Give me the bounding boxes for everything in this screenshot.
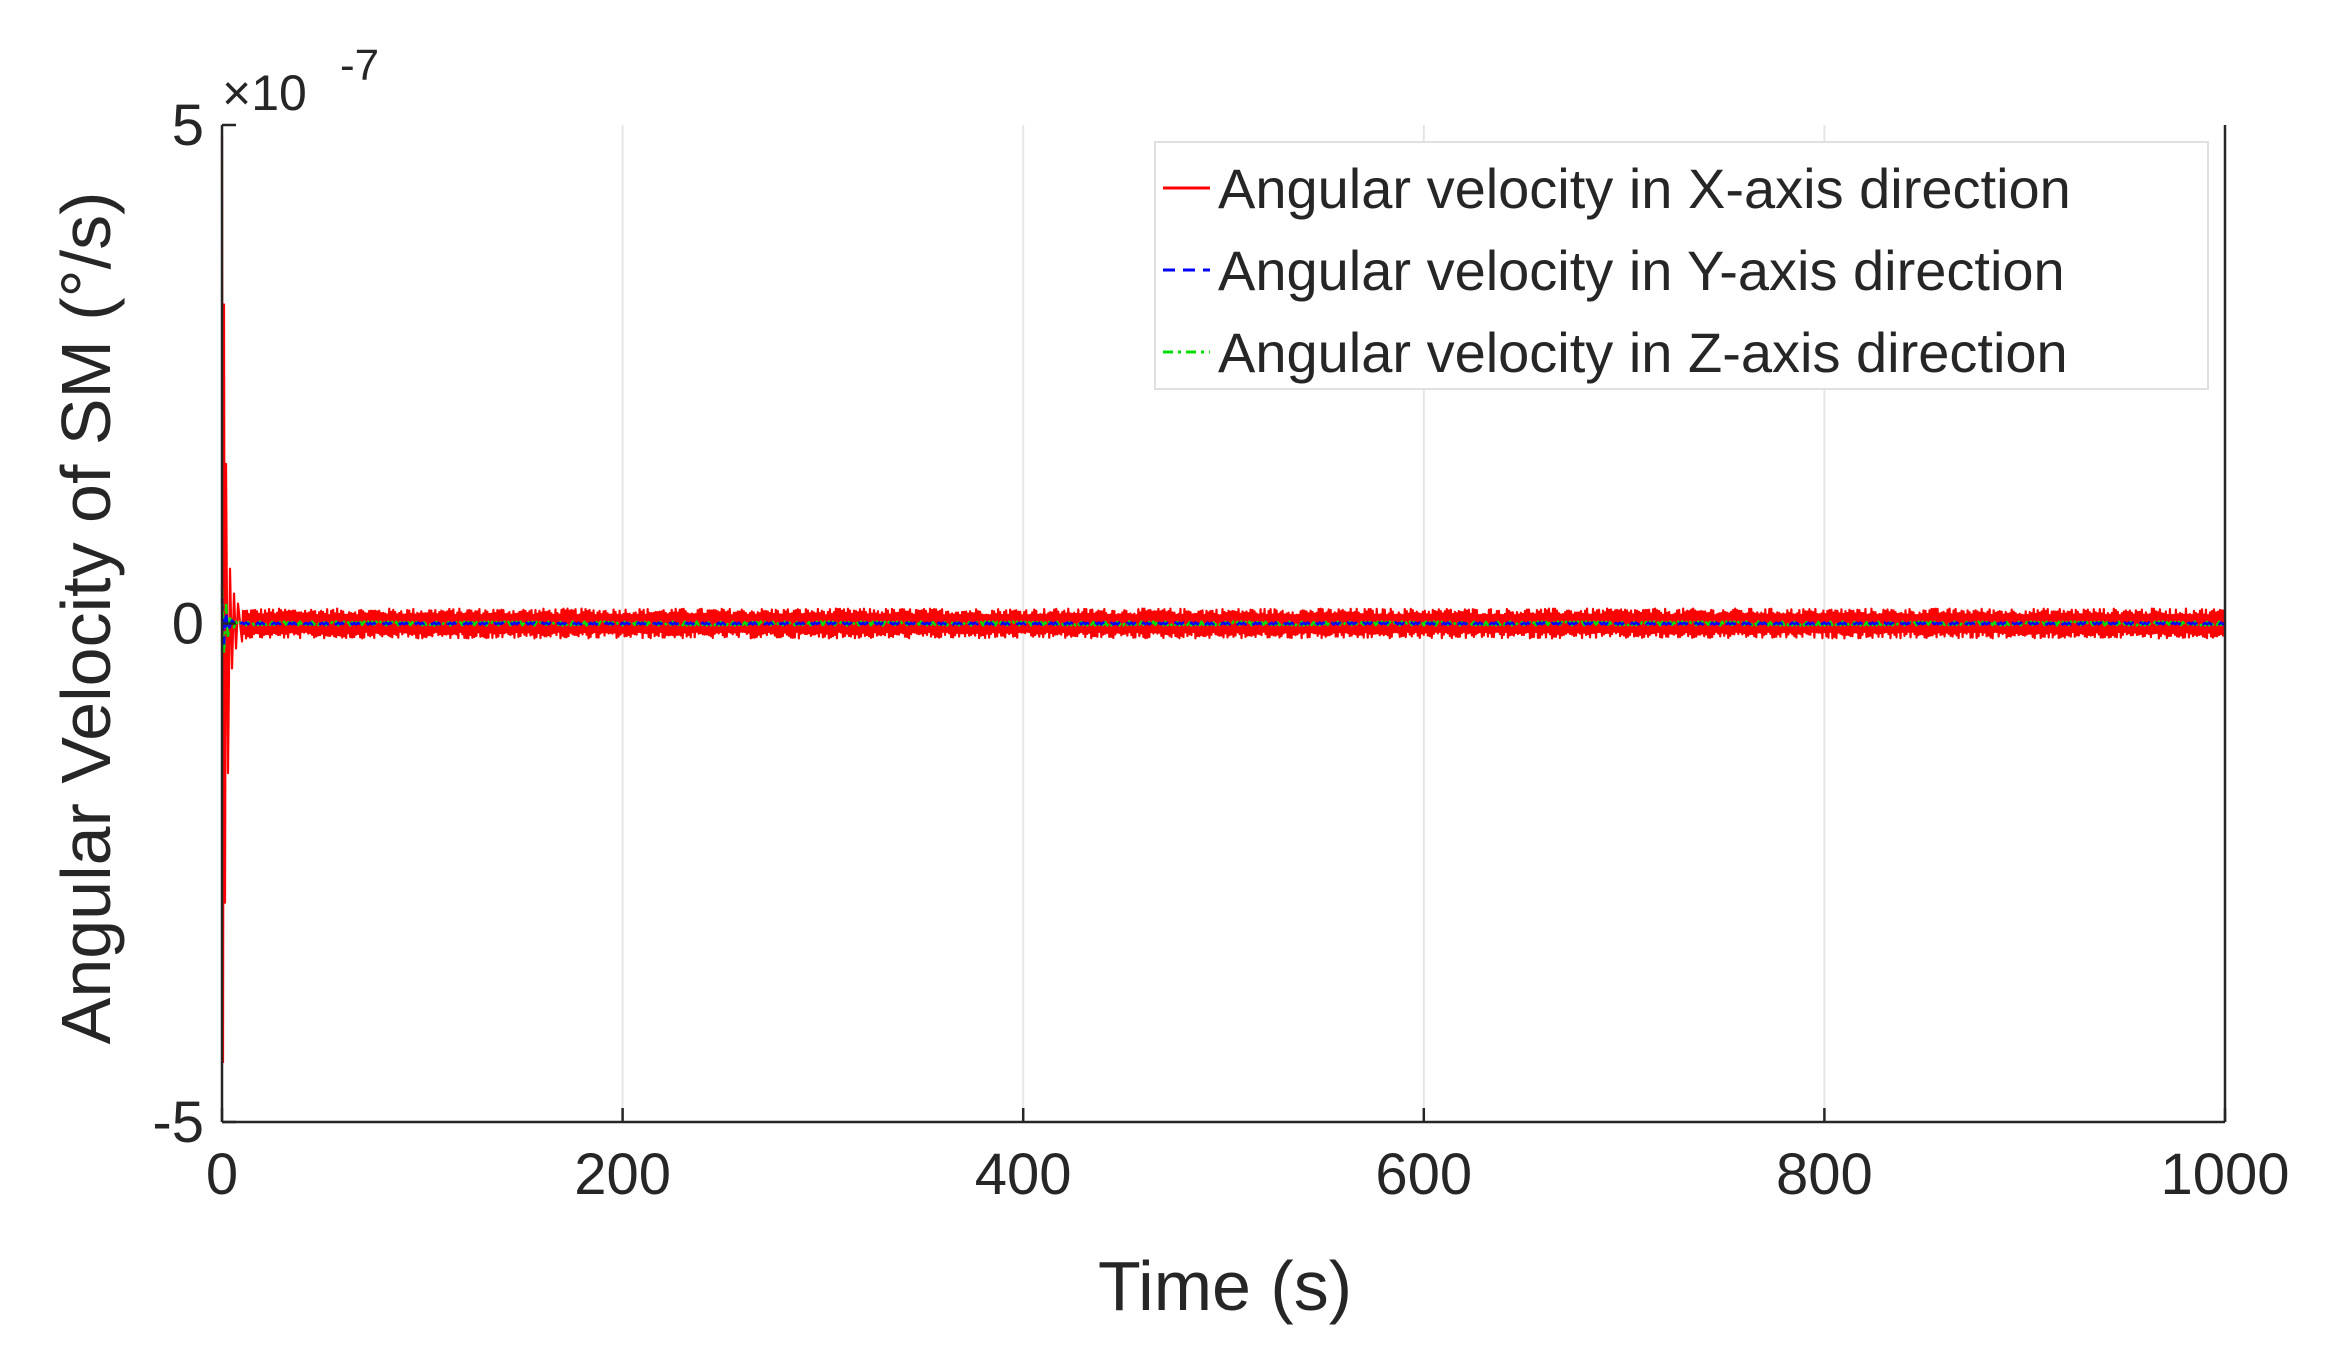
- series-layer: [220, 134, 2227, 1064]
- axes: [220, 123, 2227, 1124]
- x-axis-label: Time (s): [1098, 1247, 1352, 1325]
- x-tick-label-2: 400: [975, 1142, 1072, 1207]
- x-tick-label-0: 0: [206, 1142, 238, 1207]
- x-tick-label-5: 1000: [2160, 1142, 2289, 1207]
- legend-label-y: Angular velocity in Y-axis direction: [1218, 239, 2065, 302]
- legend: Angular velocity in X-axis direction Ang…: [1154, 141, 2209, 390]
- x-tick-label-4: 800: [1776, 1142, 1873, 1207]
- series-line-1: [220, 598, 2226, 645]
- legend-box: [1154, 141, 2209, 390]
- y-multiplier-exponent: -7: [340, 41, 379, 90]
- y-axis-label: Angular Velocity of SM (°/s): [47, 192, 125, 1045]
- x-tick-label-1: 200: [574, 1142, 671, 1207]
- y-tick-label-1: 0: [172, 592, 204, 657]
- tick-labels: 0 200 400 600 800 1000-505: [152, 93, 2289, 1207]
- legend-label-z: Angular velocity in Z-axis direction: [1218, 321, 2068, 384]
- y-multiplier-label: ×10: [222, 65, 307, 121]
- legend-label-x: Angular velocity in X-axis direction: [1218, 157, 2071, 220]
- y-tick-label-0: -5: [152, 1090, 204, 1155]
- x-tick-label-3: 600: [1375, 1142, 1472, 1207]
- y-tick-label-2: 5: [172, 93, 204, 158]
